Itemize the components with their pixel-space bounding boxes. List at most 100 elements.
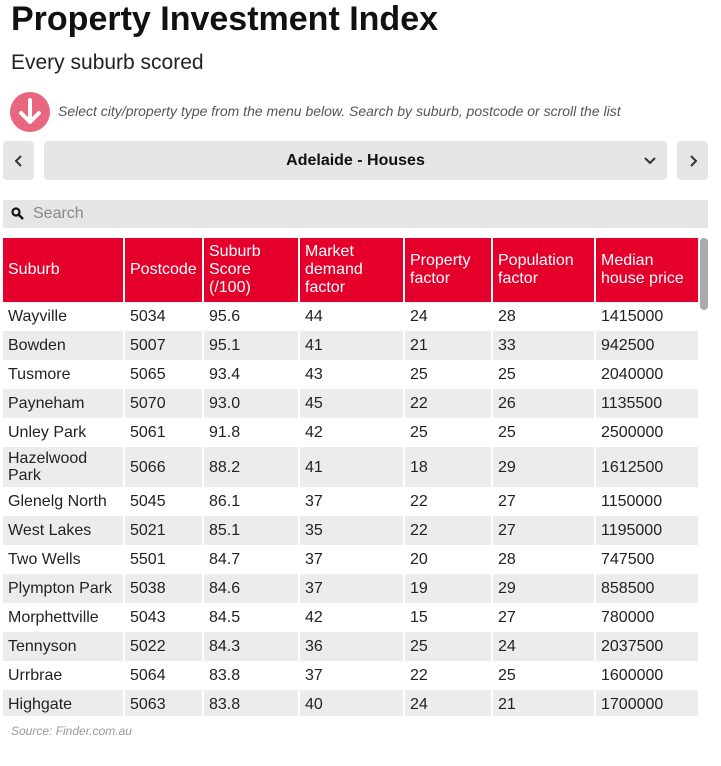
table-cell: 27 — [492, 487, 596, 516]
table-cell: 41 — [299, 331, 405, 360]
table-cell: 5066 — [124, 447, 204, 487]
table-cell: 88.2 — [203, 447, 300, 487]
table-cell: Urrbrae — [3, 661, 125, 690]
table-cell: 1600000 — [595, 661, 699, 690]
table-cell: 2037500 — [595, 632, 699, 661]
subtitle: Every suburb scored — [11, 51, 204, 74]
table-cell: 1135500 — [595, 389, 699, 418]
next-button[interactable] — [677, 141, 708, 180]
column-header: Suburb Score (/100) — [203, 238, 300, 302]
table-cell: 5070 — [124, 389, 204, 418]
table-cell: 5043 — [124, 603, 204, 632]
prev-button[interactable] — [3, 141, 34, 180]
table-cell: 84.5 — [203, 603, 300, 632]
table-cell: 84.3 — [203, 632, 300, 661]
table-cell: 24 — [404, 690, 493, 716]
table-cell: 5063 — [124, 690, 204, 716]
table-cell: 86.1 — [203, 487, 300, 516]
table-cell: Bowden — [3, 331, 125, 360]
table-cell: 84.6 — [203, 574, 300, 603]
table-cell: 1612500 — [595, 447, 699, 487]
table-cell: 42 — [299, 603, 405, 632]
table-cell: 2040000 — [595, 360, 699, 389]
table-cell: 29 — [492, 447, 596, 487]
scrollbar[interactable] — [700, 238, 708, 310]
table-cell: 5034 — [124, 302, 204, 331]
table-cell: Hazelwood Park — [3, 447, 125, 487]
source: Source: Finder.com.au — [11, 724, 132, 738]
search-box[interactable]: Search — [3, 200, 708, 228]
table-cell: 22 — [404, 661, 493, 690]
table-cell: 29 — [492, 574, 596, 603]
table-cell: 24 — [492, 632, 596, 661]
table-row: Unley Park 5061 91.8 42 25 25 2500000 — [3, 418, 699, 447]
table-cell: Wayville — [3, 302, 125, 331]
table-cell: 85.1 — [203, 516, 300, 545]
table-cell: 44 — [299, 302, 405, 331]
column-header: Median house price — [595, 238, 699, 302]
column-header: Market demand factor — [299, 238, 405, 302]
table-cell: Tennyson — [3, 632, 125, 661]
table-cell: 83.8 — [203, 661, 300, 690]
table-cell: 858500 — [595, 574, 699, 603]
table-cell: 28 — [492, 302, 596, 331]
table-cell: 45 — [299, 389, 405, 418]
table-cell: Plympton Park — [3, 574, 125, 603]
search-placeholder: Search — [33, 205, 84, 222]
table-cell: 25 — [492, 661, 596, 690]
table-cell: 95.1 — [203, 331, 300, 360]
table-cell: 780000 — [595, 603, 699, 632]
column-header: Suburb — [3, 238, 125, 302]
table-cell: 27 — [492, 603, 596, 632]
table-cell: 37 — [299, 661, 405, 690]
table-cell: 22 — [404, 389, 493, 418]
table-cell: 25 — [492, 360, 596, 389]
table-row: Urrbrae 5064 83.8 37 22 25 1600000 — [3, 661, 699, 690]
table-container: Suburb Postcode Suburb Score (/100) Market … — [3, 238, 699, 716]
table-cell: 5007 — [124, 331, 204, 360]
table-cell: 942500 — [595, 331, 699, 360]
table-cell: 5501 — [124, 545, 204, 574]
table-cell: 27 — [492, 516, 596, 545]
table-row: West Lakes 5021 85.1 35 22 27 1195000 — [3, 516, 699, 545]
table-row: Morphettville 5043 84.5 42 15 27 780000 — [3, 603, 699, 632]
table-cell: 24 — [404, 302, 493, 331]
table-cell: 37 — [299, 487, 405, 516]
table-cell: 5045 — [124, 487, 204, 516]
header-row: Suburb Postcode Suburb Score (/100) Market … — [3, 238, 699, 302]
table-cell: 28 — [492, 545, 596, 574]
table-cell: 2500000 — [595, 418, 699, 447]
table-cell: 36 — [299, 632, 405, 661]
table-row: Hazelwood Park 5066 88.2 41 18 29 1612500 — [3, 447, 699, 487]
table-cell: 20 — [404, 545, 493, 574]
table-cell: 91.8 — [203, 418, 300, 447]
table-row: Payneham 5070 93.0 45 22 26 1135500 — [3, 389, 699, 418]
table-row: Two Wells 5501 84.7 37 20 28 747500 — [3, 545, 699, 574]
table-row: Tennyson 5022 84.3 36 25 24 2037500 — [3, 632, 699, 661]
table-cell: 26 — [492, 389, 596, 418]
table-cell: 41 — [299, 447, 405, 487]
table-cell: 1150000 — [595, 487, 699, 516]
table-cell: 5064 — [124, 661, 204, 690]
search-icon — [11, 207, 24, 220]
city-select[interactable]: Adelaide - Houses — [44, 141, 667, 180]
table-cell: 22 — [404, 516, 493, 545]
table-cell: 93.0 — [203, 389, 300, 418]
table-cell: 95.6 — [203, 302, 300, 331]
column-header: Population factor — [492, 238, 596, 302]
table-cell: West Lakes — [3, 516, 125, 545]
table-cell: 25 — [404, 418, 493, 447]
column-header: Property factor — [404, 238, 493, 302]
instruction: Select city/property type from the menu … — [58, 103, 621, 119]
table-cell: 22 — [404, 487, 493, 516]
table-cell: 5021 — [124, 516, 204, 545]
table-cell: Two Wells — [3, 545, 125, 574]
table-cell: 35 — [299, 516, 405, 545]
table-cell: 21 — [492, 690, 596, 716]
table-cell: Tusmore — [3, 360, 125, 389]
table-cell: Glenelg North — [3, 487, 125, 516]
column-header: Postcode — [124, 238, 204, 302]
table-cell: 5022 — [124, 632, 204, 661]
select-label: Adelaide - Houses — [286, 151, 425, 169]
